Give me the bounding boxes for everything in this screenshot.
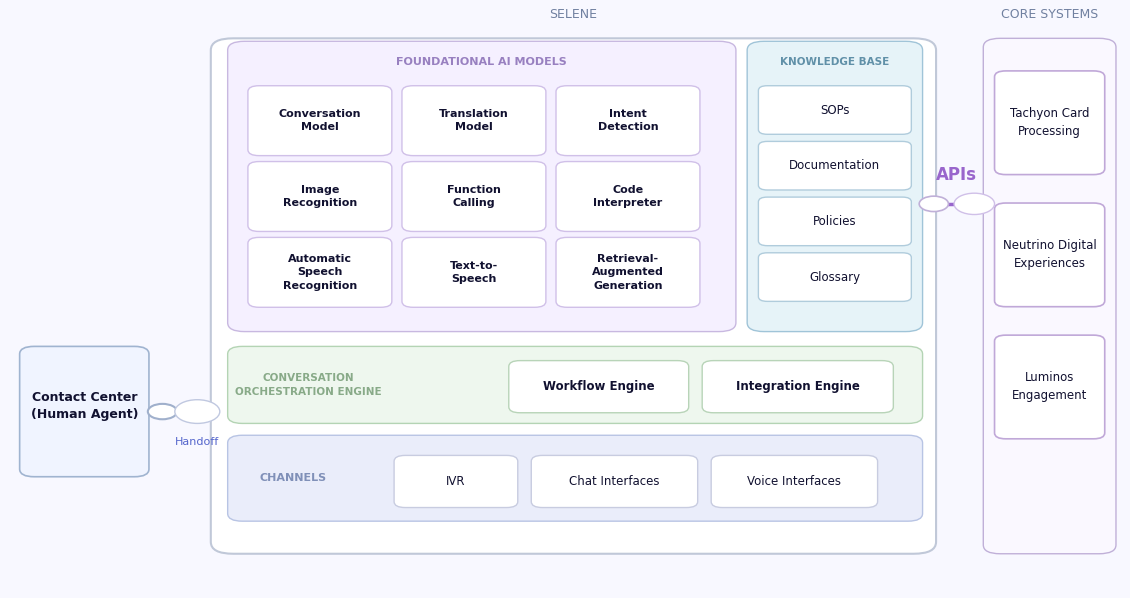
Text: FOUNDATIONAL AI MODELS: FOUNDATIONAL AI MODELS [397,57,567,67]
Text: Contact Center
(Human Agent): Contact Center (Human Agent) [31,390,138,420]
FancyBboxPatch shape [994,335,1105,439]
Text: Integration Engine: Integration Engine [736,380,860,393]
Text: SOPs: SOPs [820,103,850,117]
FancyBboxPatch shape [758,86,911,135]
Text: SELENE: SELENE [549,8,598,20]
FancyBboxPatch shape [556,237,699,307]
FancyBboxPatch shape [556,161,699,231]
FancyBboxPatch shape [983,38,1116,554]
Text: Tachyon Card
Processing: Tachyon Card Processing [1010,107,1089,138]
Text: Luminos
Engagement: Luminos Engagement [1012,371,1087,402]
Text: Retrieval-
Augmented
Generation: Retrieval- Augmented Generation [592,254,664,291]
Text: APIs: APIs [936,166,976,184]
FancyBboxPatch shape [247,161,392,231]
Text: Image
Recognition: Image Recognition [282,185,357,208]
FancyBboxPatch shape [758,197,911,246]
Text: CONVERSATION
ORCHESTRATION ENGINE: CONVERSATION ORCHESTRATION ENGINE [235,373,382,397]
FancyBboxPatch shape [394,456,518,508]
FancyBboxPatch shape [402,237,546,307]
FancyBboxPatch shape [702,361,894,413]
Text: Code
Interpreter: Code Interpreter [593,185,662,208]
FancyBboxPatch shape [531,456,697,508]
Text: Conversation
Model: Conversation Model [279,109,362,132]
Text: Intent
Detection: Intent Detection [598,109,659,132]
Text: Voice Interfaces: Voice Interfaces [747,475,842,488]
Circle shape [919,196,948,212]
Circle shape [175,399,220,423]
Text: Automatic
Speech
Recognition: Automatic Speech Recognition [282,254,357,291]
FancyBboxPatch shape [227,435,922,521]
FancyBboxPatch shape [227,41,736,331]
Text: Chat Interfaces: Chat Interfaces [570,475,660,488]
FancyBboxPatch shape [758,141,911,190]
Text: Neutrino Digital
Experiences: Neutrino Digital Experiences [1002,239,1096,270]
Text: Text-to-
Speech: Text-to- Speech [450,261,498,284]
Text: Policies: Policies [814,215,857,228]
Circle shape [954,193,994,215]
FancyBboxPatch shape [994,71,1105,175]
FancyBboxPatch shape [402,161,546,231]
Text: Documentation: Documentation [789,159,880,172]
FancyBboxPatch shape [247,237,392,307]
FancyBboxPatch shape [227,346,922,423]
FancyBboxPatch shape [758,253,911,301]
FancyBboxPatch shape [556,86,699,155]
Text: Workflow Engine: Workflow Engine [542,380,654,393]
FancyBboxPatch shape [711,456,878,508]
Text: IVR: IVR [446,475,466,488]
Text: CORE SYSTEMS: CORE SYSTEMS [1001,8,1098,20]
Text: Translation
Model: Translation Model [440,109,508,132]
Text: KNOWLEDGE BASE: KNOWLEDGE BASE [780,57,889,67]
Text: CHANNELS: CHANNELS [259,473,327,483]
FancyBboxPatch shape [402,86,546,155]
Text: Handoff: Handoff [175,437,219,447]
Text: Glossary: Glossary [809,270,860,283]
FancyBboxPatch shape [508,361,688,413]
Circle shape [148,404,177,419]
FancyBboxPatch shape [247,86,392,155]
FancyBboxPatch shape [19,346,149,477]
FancyBboxPatch shape [211,38,936,554]
FancyBboxPatch shape [747,41,922,331]
Text: Function
Calling: Function Calling [447,185,501,208]
FancyBboxPatch shape [994,203,1105,307]
